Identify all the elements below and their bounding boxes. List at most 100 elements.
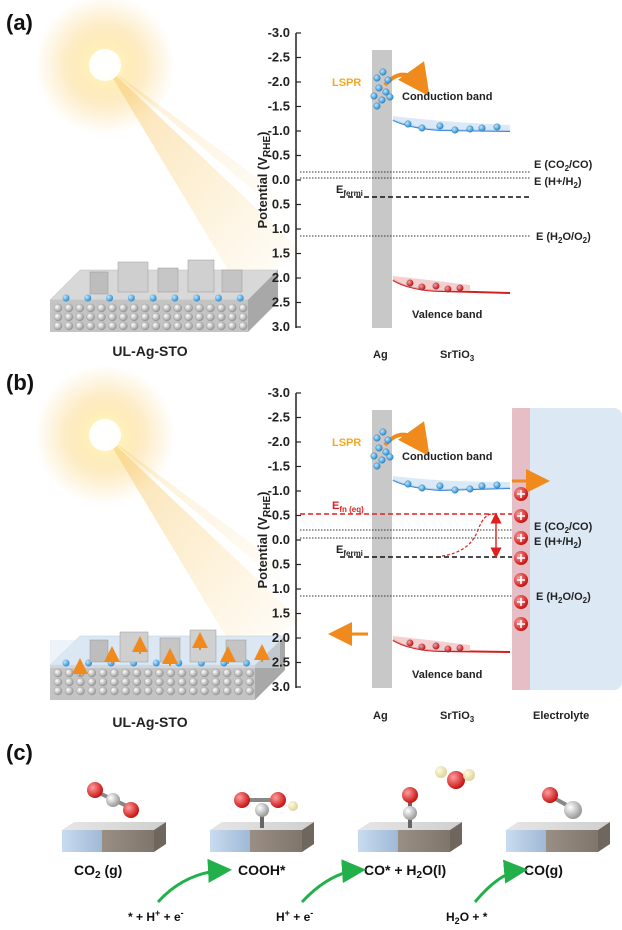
axis-a-tick-label: 2.5 xyxy=(272,295,290,310)
hole xyxy=(432,282,440,290)
species-co-h2o: CO* + H2O(l) xyxy=(364,862,446,881)
electron xyxy=(493,481,501,489)
axis-b-tick-label: 1.0 xyxy=(272,581,290,596)
hole xyxy=(432,642,440,650)
ag-atom xyxy=(214,294,222,302)
lspr-label-b: LSPR xyxy=(332,437,361,449)
axis-a-tick-label: 1.5 xyxy=(272,246,290,261)
electron xyxy=(493,123,501,131)
electron xyxy=(418,124,426,132)
axis-b-tick-label: -3.0 xyxy=(268,385,290,400)
axis-a-tick-label: 0.5 xyxy=(272,197,290,212)
electron xyxy=(370,92,378,100)
positive-charge xyxy=(514,551,528,565)
electron xyxy=(466,485,474,493)
ag-atom xyxy=(127,294,135,302)
axis-a-tick-label: 0.0 xyxy=(272,172,290,187)
positive-charge xyxy=(514,509,528,523)
hole xyxy=(444,645,452,653)
hole xyxy=(456,284,464,292)
electron xyxy=(386,93,394,101)
electron xyxy=(382,88,390,96)
hole xyxy=(406,639,414,647)
electron xyxy=(386,453,394,461)
positive-charge xyxy=(514,617,528,631)
valence-band-label-a: Valence band xyxy=(412,309,482,321)
co-molecule xyxy=(542,787,582,819)
conduction-band-label-a: Conduction band xyxy=(402,91,492,103)
axis-a-tick-label: 2.0 xyxy=(272,270,290,285)
co2-co-label-b: E (CO2/CO) xyxy=(534,521,593,535)
axis-b: -3.0 -2.5 -2.0 -1.5 -1.0 -0.5 0.0 0.5 1.0 1.5 2.0 2… xyxy=(255,385,301,694)
efn-bending-curve xyxy=(441,513,493,557)
ag-atom xyxy=(62,659,70,667)
catalyst-slab xyxy=(210,822,314,852)
efn-label-b: Efn (eq) xyxy=(332,500,364,514)
axis-b-tick-label: 0.0 xyxy=(272,532,290,547)
electron xyxy=(436,122,444,130)
y-axis-title-a: Potential (VRHE) xyxy=(255,132,273,229)
cooh-molecule xyxy=(234,792,298,828)
catalyst-slab xyxy=(506,822,610,852)
efermi-label-b: Efermi xyxy=(336,544,363,558)
hole xyxy=(418,283,426,291)
axis-b-tick-label: 2.5 xyxy=(272,655,290,670)
hole xyxy=(418,643,426,651)
efermi-label-a: Efermi xyxy=(336,184,363,198)
reactant-1: * + H+ + e- xyxy=(128,908,184,924)
axis-a-tick-label: -2.0 xyxy=(268,74,290,89)
ag-label-a: Ag xyxy=(373,349,388,361)
co2-co-label-a: E (CO2/CO) xyxy=(534,159,593,173)
lspr-label-a: LSPR xyxy=(332,77,361,89)
axis-b-tick-label: -2.5 xyxy=(268,410,290,425)
ag-atom xyxy=(84,294,92,302)
axis-a-tick-label: -2.5 xyxy=(268,50,290,65)
axis-b-tick-label: -1.0 xyxy=(268,483,290,498)
species-co-gas: CO(g) xyxy=(524,862,563,878)
y-axis-title-b: Potential (VRHE) xyxy=(255,492,273,589)
sample-name-b: UL-Ag-STO xyxy=(112,714,187,730)
ag-atom xyxy=(149,294,157,302)
hole xyxy=(444,285,452,293)
reactant-2: H+ + e- xyxy=(276,908,313,924)
hole xyxy=(456,644,464,652)
ag-atom xyxy=(236,294,244,302)
panel-a-label: (a) xyxy=(6,10,33,35)
srtio3-label-a: SrTiO3 xyxy=(440,349,475,363)
electron xyxy=(370,452,378,460)
ag-bar-b xyxy=(372,410,392,688)
axis-b-tick-label: 2.0 xyxy=(272,630,290,645)
electron xyxy=(451,486,459,494)
panel-b-label: (b) xyxy=(6,370,34,395)
electron xyxy=(478,124,486,132)
h2o-o2-label-b: E (H2O/O2) xyxy=(536,591,591,605)
electron xyxy=(375,84,383,92)
h2o-o2-label-a: E (H2O/O2) xyxy=(536,231,591,245)
space-charge-layer xyxy=(512,408,530,690)
co2-molecule xyxy=(87,782,139,818)
electron xyxy=(379,428,387,436)
positive-charge xyxy=(514,487,528,501)
sample-name-a: UL-Ag-STO xyxy=(112,343,187,359)
electron xyxy=(384,76,392,84)
axis-b-tick-label: -0.5 xyxy=(268,508,290,523)
electron xyxy=(378,96,386,104)
panel-a: (a) UL-Ag-STO -3.0 -2.5 -2.0 -1.5 -1.0 -0.5 0.… xyxy=(6,0,593,363)
ag-label-b: Ag xyxy=(373,710,388,722)
ag-bar-a xyxy=(372,50,392,328)
axis-a-tick-label: -1.0 xyxy=(268,123,290,138)
reaction-arrow-1 xyxy=(156,858,232,904)
panel-c-label: (c) xyxy=(6,740,33,765)
axis-a: -3.0 -2.5 -2.0 -1.5 -1.0 -0.5 0.0 0.5 1.0 1.5 2.0 2… xyxy=(255,25,301,334)
electron xyxy=(384,436,392,444)
species-co2: CO2 (g) xyxy=(74,862,122,881)
axis-a-tick-label: -1.5 xyxy=(268,99,290,114)
ag-atom xyxy=(106,294,114,302)
reaction-arrow-2 xyxy=(300,859,366,904)
axis-a-tick-label: 3.0 xyxy=(272,319,290,334)
electron xyxy=(451,126,459,134)
electron xyxy=(418,484,426,492)
h-h2-label-a: E (H+/H2) xyxy=(534,176,582,190)
electron xyxy=(404,480,412,488)
